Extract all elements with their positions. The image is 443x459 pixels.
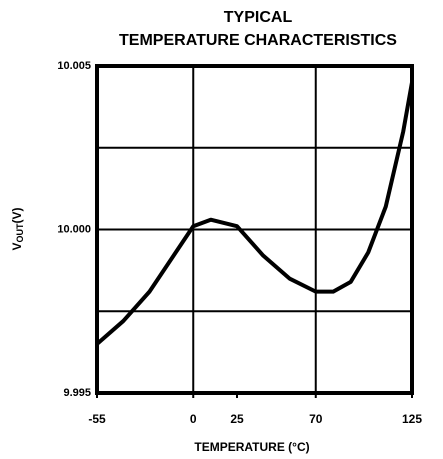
x-tick-label: 25 — [230, 412, 244, 426]
y-axis-label-sub: OUT — [15, 223, 25, 243]
x-axis-label: TEMPERATURE (°C) — [194, 440, 309, 454]
chart-title: TEMPERATURE CHARACTERISTICS — [119, 32, 397, 49]
y-tick-label: 10.005 — [57, 60, 91, 72]
line-series — [95, 81, 414, 346]
plot-border — [95, 64, 414, 395]
y-tick-label: 10.000 — [57, 223, 91, 235]
y-axis-label-part: (V) — [10, 207, 24, 223]
y-tick-label: 9.995 — [63, 387, 91, 399]
y-axis-label-part: V — [10, 242, 24, 250]
x-tick-label: 0 — [190, 412, 197, 426]
chart-title: TYPICAL — [224, 9, 293, 26]
x-tick-label: 70 — [309, 412, 323, 426]
x-tick-label: 125 — [402, 412, 422, 426]
x-tick-label: -55 — [88, 412, 106, 426]
y-axis-label: VOUT(V) — [10, 207, 25, 250]
